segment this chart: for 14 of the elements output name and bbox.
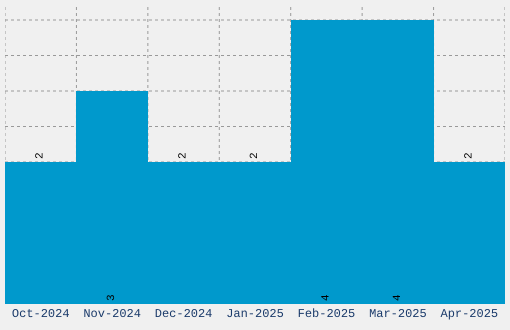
x-tick-label: Apr-2025 <box>440 307 498 321</box>
data-label: 2 <box>249 152 261 159</box>
x-tick-label: Oct-2024 <box>12 307 70 321</box>
data-label: 2 <box>464 152 476 159</box>
data-label: 3 <box>106 294 118 301</box>
x-tick-label: Jan-2025 <box>226 307 284 321</box>
x-tick-label: Dec-2024 <box>154 307 212 321</box>
x-tick-label: Nov-2024 <box>83 307 141 321</box>
data-label: 4 <box>320 294 332 301</box>
data-label: 2 <box>178 152 190 159</box>
x-tick-label: Mar-2025 <box>369 307 427 321</box>
data-label: 2 <box>34 152 46 159</box>
data-label: 4 <box>392 294 404 301</box>
x-tick-label: Feb-2025 <box>298 307 356 321</box>
